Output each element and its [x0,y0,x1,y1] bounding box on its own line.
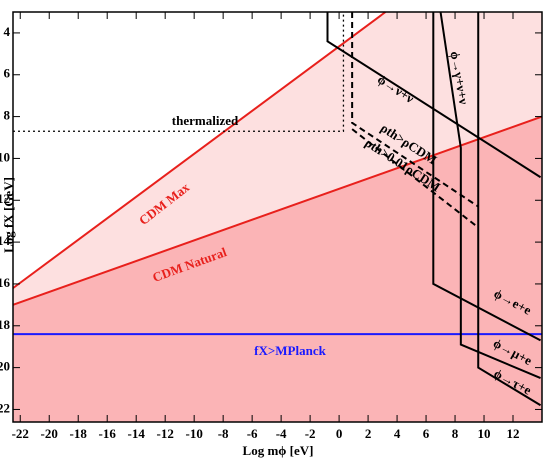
y-axis-label: Log fX [GeV] [1,177,16,253]
plot-frame [12,11,543,423]
x-tick-label: 0 [336,426,343,441]
x-tick-label: -14 [128,426,146,441]
annotation: thermalized [172,113,239,128]
region-light [13,12,542,305]
y-tick-label: 22 [0,400,10,415]
curve [12,115,543,306]
curve [439,11,541,379]
curve [326,12,542,179]
curve [13,12,345,132]
x-tick-label: -20 [41,426,58,441]
curve [432,12,542,342]
x-tick-label: -12 [157,426,174,441]
x-tick-label: -6 [247,426,258,441]
y-tick-label: 8 [4,108,11,123]
y-tick-label: 16 [0,275,11,290]
curve [351,128,479,229]
x-tick-label: 4 [394,426,401,441]
x-tick-label: 2 [365,426,372,441]
y-tick-label: 4 [4,24,11,39]
x-tick-label: 6 [423,426,430,441]
curve [477,12,542,407]
x-tick-label: 8 [452,426,459,441]
x-tick-label: -16 [99,426,117,441]
x-axis-label: Log mϕ [eV] [243,443,314,458]
y-tick-label: 14 [0,233,11,248]
x-tick-label: -8 [218,426,229,441]
x-tick-label: 10 [478,426,491,441]
region-dark [13,116,542,423]
y-tick-label: 20 [0,359,10,374]
x-tick-label: -22 [12,426,29,441]
curve [12,11,387,289]
y-tick-label: 6 [4,66,11,81]
x-tick-label: -4 [276,426,287,441]
y-tick-label: 10 [0,149,10,164]
x-tick-label: -10 [185,426,202,441]
x-tick-label: -18 [70,426,88,441]
x-tick-label: 12 [507,426,520,441]
x-tick-label: -2 [305,426,316,441]
curve [351,12,479,208]
annotation: fX>MPlanck [254,343,326,358]
y-tick-label: 18 [0,317,11,332]
y-tick-label: 12 [0,191,10,206]
